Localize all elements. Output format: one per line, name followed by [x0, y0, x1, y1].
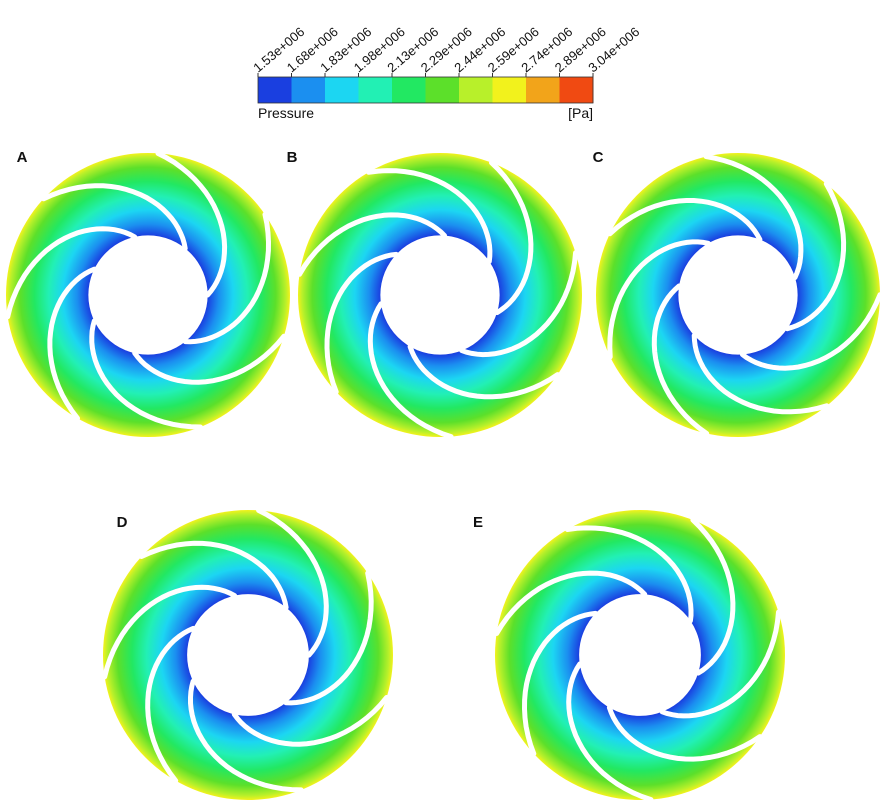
blade — [489, 160, 534, 316]
impeller-eye — [579, 594, 701, 716]
panel-label: D — [117, 514, 128, 531]
blade — [691, 333, 830, 415]
blade — [690, 517, 736, 676]
colorbar-segment — [459, 77, 493, 103]
blade — [297, 212, 447, 277]
blade — [606, 705, 763, 762]
impeller — [596, 153, 883, 437]
blade — [784, 181, 847, 332]
blade — [494, 570, 648, 636]
blade — [651, 283, 710, 436]
panel-label: C — [593, 149, 604, 166]
panel-label: A — [17, 149, 28, 166]
blade — [407, 344, 561, 400]
colorbar-segment — [526, 77, 560, 103]
blade — [188, 678, 304, 793]
blade — [564, 525, 694, 624]
impeller-eye — [88, 235, 208, 355]
blade — [47, 266, 97, 421]
blade — [256, 507, 329, 658]
blade — [607, 239, 711, 360]
blade — [459, 250, 579, 358]
panels: A B C D E — [5, 149, 883, 803]
colorbar-segment — [492, 77, 527, 103]
blade — [5, 226, 138, 320]
blade — [102, 584, 238, 680]
legend-unit: [Pa] — [568, 105, 593, 121]
impeller — [297, 153, 582, 440]
panel-label: B — [287, 149, 298, 166]
blade — [703, 154, 804, 280]
impeller — [102, 507, 393, 800]
impeller — [494, 510, 785, 803]
blade — [324, 251, 399, 395]
blade — [155, 150, 228, 298]
blade — [41, 183, 188, 251]
impeller-eye — [678, 235, 798, 355]
colorbar-segment — [392, 77, 426, 103]
blade — [659, 609, 781, 719]
colorbar: 1.53e+0061.68e+0061.83e+0061.98e+0062.13… — [250, 24, 642, 104]
blade — [89, 318, 203, 430]
blade — [521, 610, 598, 757]
colorbar-segment — [358, 77, 393, 103]
colorbar-segment — [559, 77, 594, 103]
panel-label: E — [473, 514, 483, 531]
blade — [231, 695, 390, 747]
blade — [132, 333, 287, 385]
blade — [139, 540, 289, 610]
blade — [739, 292, 883, 371]
blade — [283, 570, 374, 706]
blade — [182, 212, 272, 345]
blade — [566, 661, 654, 803]
impeller — [5, 150, 290, 437]
colorbar-segment — [291, 77, 326, 103]
impeller-eye — [187, 594, 309, 716]
colorbar-segment — [425, 77, 460, 103]
colorbar-segment — [258, 77, 292, 103]
blade — [145, 625, 196, 784]
blade — [607, 198, 763, 242]
blade — [366, 168, 493, 264]
colorbar-segment — [325, 77, 359, 103]
legend-title: Pressure — [258, 105, 314, 121]
blade — [367, 301, 454, 440]
impeller-eye — [380, 235, 500, 355]
